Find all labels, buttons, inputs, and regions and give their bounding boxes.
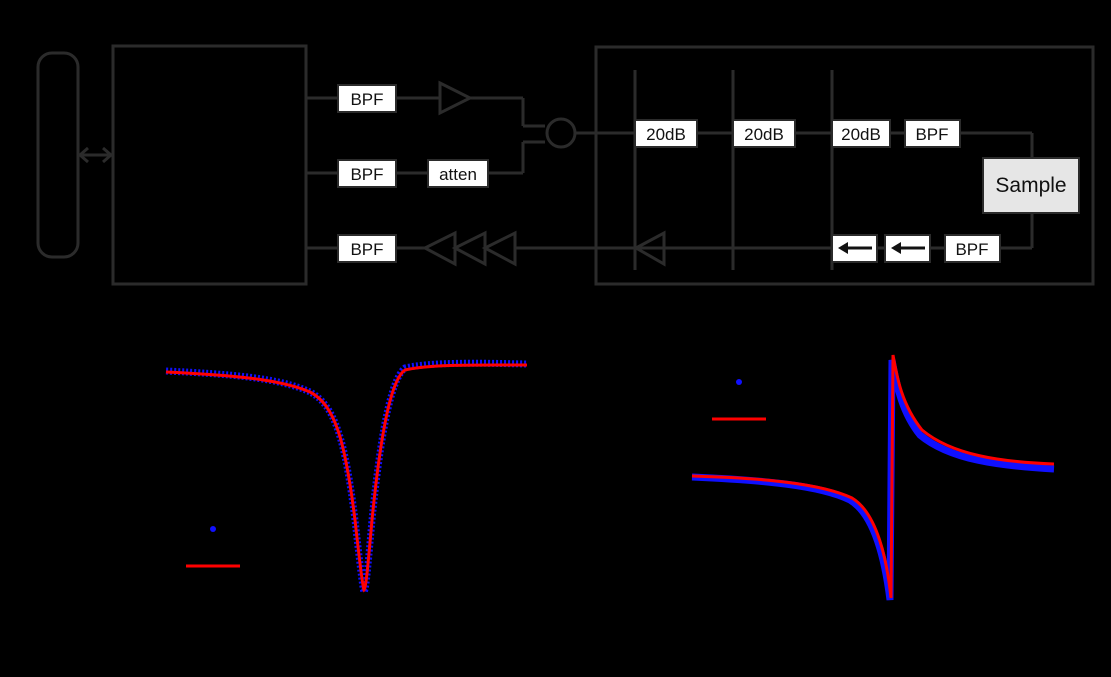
attenuator-label: 20dB — [841, 125, 881, 144]
attenuator-label: 20dB — [646, 125, 686, 144]
bpf-label: BPF — [350, 165, 383, 184]
data-series — [691, 359, 1055, 601]
arrow-left-icon — [891, 242, 901, 254]
bpf-box — [904, 119, 961, 148]
sample-label: Sample — [995, 174, 1066, 197]
bpf-label: BPF — [350, 90, 383, 109]
attenuator-box — [634, 119, 698, 148]
dispersion-plot — [691, 354, 1055, 601]
attenuator-box — [732, 119, 796, 148]
amplifier-icon — [451, 230, 487, 267]
legend-data-marker — [210, 526, 216, 532]
attenuator-label: 20dB — [744, 125, 784, 144]
main-unit-box — [111, 44, 308, 286]
amplifier-icon — [632, 230, 666, 267]
bpf-box — [944, 234, 1001, 263]
instrument-pill — [36, 51, 80, 259]
attenuator-box — [831, 119, 891, 148]
bpf-box — [337, 159, 397, 188]
absorption-plot — [165, 359, 528, 598]
combiner-icon — [545, 117, 577, 149]
amplifier-icon — [481, 230, 517, 267]
bpf-label: BPF — [955, 240, 988, 259]
bpf-label: BPF — [915, 125, 948, 144]
sample-box — [982, 157, 1080, 214]
amplifier-icon — [421, 230, 457, 267]
arrow-left-icon — [838, 242, 848, 254]
legend-data-marker — [736, 379, 742, 385]
bpf-box — [337, 84, 397, 113]
bpf-box — [337, 234, 397, 263]
fit-curve — [165, 363, 528, 593]
amplifier-icon — [438, 80, 474, 116]
data-series — [165, 359, 528, 598]
atten-label: atten — [439, 165, 477, 184]
enclosure-box — [594, 45, 1095, 286]
fit-curve — [691, 354, 1055, 599]
atten-box — [427, 159, 489, 188]
bpf-label: BPF — [350, 240, 383, 259]
